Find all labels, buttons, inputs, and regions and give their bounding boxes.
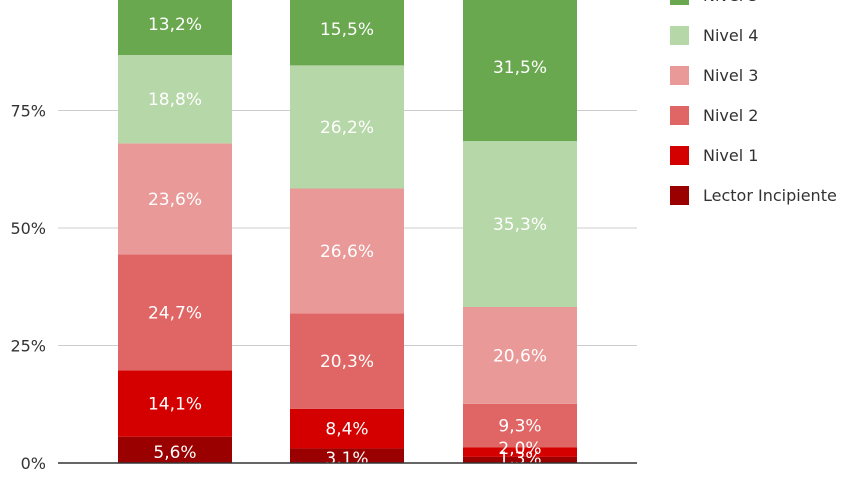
legend: Nivel 5 Nivel 4 Nivel 3 Nivel 2 Nivel 1 Lecto… <box>670 0 837 205</box>
data-label: 3,1% <box>325 449 368 469</box>
data-label: 8,4% <box>325 420 368 440</box>
bar-segment <box>118 254 232 371</box>
data-label: 14,1% <box>148 395 202 415</box>
data-label: 18,8% <box>148 90 202 110</box>
y-tick-label: 0% <box>21 454 46 473</box>
bar-segment <box>290 0 404 66</box>
bar-segment <box>290 448 404 463</box>
bar-segment <box>118 370 232 437</box>
y-tick-label: 50% <box>10 219 46 238</box>
bar-segment <box>463 141 577 307</box>
bar-segment <box>463 456 577 463</box>
legend-label: Nivel 4 <box>703 26 758 45</box>
bar-segment <box>463 447 577 457</box>
bar-segment <box>290 408 404 449</box>
bar-segment <box>118 0 232 56</box>
legend-swatch <box>670 146 689 165</box>
data-label: 13,2% <box>148 15 202 35</box>
y-tick-label: 100% <box>0 0 46 3</box>
data-label: 23,6% <box>148 190 202 210</box>
bar-segment <box>118 436 232 463</box>
bar-segment <box>118 55 232 144</box>
data-label: 26,2% <box>320 118 374 138</box>
legend-swatch <box>670 66 689 85</box>
data-label: 1,3% <box>498 449 541 469</box>
bar-segment <box>463 0 577 142</box>
data-label: 31,5% <box>493 58 547 78</box>
y-tick-label: 25% <box>10 337 46 356</box>
legend-label: Lector Incipiente <box>703 186 837 205</box>
legend-swatch <box>670 0 689 5</box>
legend-label: Nivel 5 <box>703 0 758 5</box>
data-label: 26,6% <box>320 242 374 262</box>
legend-swatch <box>670 106 689 125</box>
data-label: 5,6% <box>153 443 196 463</box>
legend-swatch <box>670 26 689 45</box>
data-label: 35,3% <box>493 215 547 235</box>
bar-segment <box>290 65 404 189</box>
bar-segment <box>118 143 232 255</box>
data-label: 24,7% <box>148 303 202 323</box>
data-label: 20,3% <box>320 352 374 372</box>
data-label: 2,0% <box>498 439 541 459</box>
legend-label: Nivel 3 <box>703 66 758 85</box>
bar-segment <box>463 306 577 404</box>
y-tick-label: 75% <box>10 102 46 121</box>
bar-segment <box>290 313 404 409</box>
bar-segment <box>290 188 404 314</box>
data-label: 15,5% <box>320 20 374 40</box>
bars: 5,6% 14,1% 24,7% 23,6% 18,8% 13,2% 3,1% 8,4% 20,… <box>118 0 577 469</box>
y-axis: 0% 25% 50% 75% 100% <box>0 0 46 473</box>
legend-swatch <box>670 186 689 205</box>
legend-label: Nivel 1 <box>703 146 758 165</box>
data-label: 9,3% <box>498 417 541 437</box>
legend-label: Nivel 2 <box>703 106 758 125</box>
bar-segment <box>463 403 577 448</box>
data-label: 20,6% <box>493 346 547 366</box>
